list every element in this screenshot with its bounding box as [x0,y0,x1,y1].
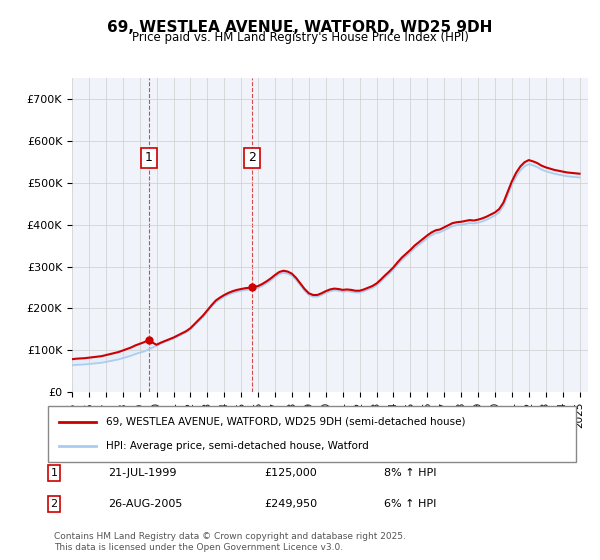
Text: 8% ↑ HPI: 8% ↑ HPI [384,468,437,478]
Text: HPI: Average price, semi-detached house, Watford: HPI: Average price, semi-detached house,… [106,441,369,451]
Text: 69, WESTLEA AVENUE, WATFORD, WD25 9DH (semi-detached house): 69, WESTLEA AVENUE, WATFORD, WD25 9DH (s… [106,417,466,427]
FancyBboxPatch shape [48,406,576,462]
Text: 69, WESTLEA AVENUE, WATFORD, WD25 9DH: 69, WESTLEA AVENUE, WATFORD, WD25 9DH [107,20,493,35]
Text: 2: 2 [248,151,256,164]
Text: 21-JUL-1999: 21-JUL-1999 [108,468,176,478]
Text: £249,950: £249,950 [264,499,317,509]
Text: 1: 1 [50,468,58,478]
Text: 2: 2 [50,499,58,509]
Text: Contains HM Land Registry data © Crown copyright and database right 2025.
This d: Contains HM Land Registry data © Crown c… [54,532,406,552]
Text: 26-AUG-2005: 26-AUG-2005 [108,499,182,509]
Text: £125,000: £125,000 [264,468,317,478]
Text: 1: 1 [145,151,153,164]
Text: Price paid vs. HM Land Registry's House Price Index (HPI): Price paid vs. HM Land Registry's House … [131,31,469,44]
Text: 6% ↑ HPI: 6% ↑ HPI [384,499,436,509]
